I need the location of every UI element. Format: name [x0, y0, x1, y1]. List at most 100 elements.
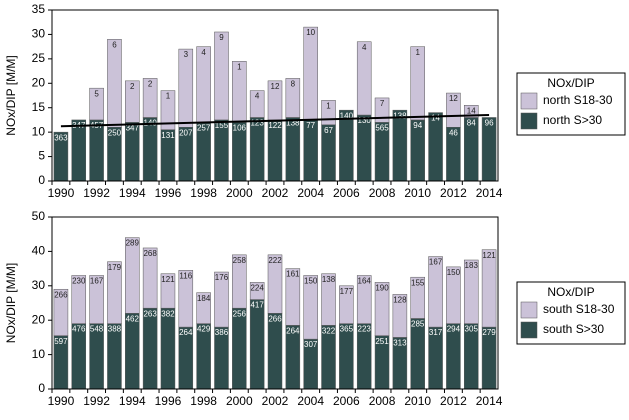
- bar-segment: [142, 78, 158, 118]
- legend-title: NOx/DIP: [547, 285, 594, 299]
- bar-label: 476: [72, 325, 86, 334]
- bar-segment: [232, 254, 247, 309]
- legend-swatch: [520, 112, 538, 130]
- bar-label: 14: [467, 106, 476, 115]
- bar-segment: [249, 282, 265, 300]
- bar-label: 131: [161, 131, 175, 140]
- bar-label: 161: [286, 270, 300, 279]
- bar-label: 121: [482, 251, 496, 260]
- bar-label: 10: [306, 28, 315, 37]
- bar-segment: [89, 87, 104, 121]
- legend-swatch: [520, 301, 538, 319]
- y-tick-label: 0: [38, 173, 45, 187]
- bar-label: 46: [449, 128, 458, 137]
- plot-frame: [51, 9, 499, 182]
- bar-segment: [410, 46, 425, 121]
- bar-label: 263: [143, 309, 157, 318]
- bar-segment: [356, 275, 372, 324]
- bar-label: 365: [340, 325, 354, 334]
- bar-label: 8: [291, 80, 296, 89]
- bar-label: 268: [143, 249, 157, 258]
- bar-segment: [53, 288, 69, 336]
- bar-label: 417: [250, 301, 264, 310]
- bar-segment: [267, 313, 283, 390]
- y-axis-label: NOx/DIP [M/M]: [4, 55, 18, 135]
- bar-segment: [125, 313, 140, 390]
- bar-label: 190: [375, 283, 389, 292]
- bar-label: 179: [108, 263, 122, 272]
- x-tick-label: 2004: [297, 394, 324, 408]
- bar-segment: [428, 256, 443, 328]
- bar-label: 116: [179, 271, 192, 280]
- x-tick-label: 2012: [440, 186, 467, 200]
- bar-segment: [446, 266, 461, 324]
- bar-label: 251: [375, 337, 389, 346]
- bar-label: 9: [219, 33, 224, 42]
- trend-line: [60, 114, 490, 128]
- bar-label: 4: [255, 92, 260, 101]
- legend-swatch: [520, 321, 538, 339]
- bar-label: 207: [179, 128, 193, 137]
- y-tick-label: 10: [32, 124, 46, 138]
- bar-segment: [285, 268, 301, 326]
- y-tick-label: 25: [32, 51, 46, 65]
- bar-label: 313: [393, 339, 407, 348]
- bar-label: 223: [358, 325, 372, 334]
- bar-label: 183: [465, 261, 479, 270]
- y-tick-label: 40: [32, 244, 46, 258]
- bar-segment: [178, 270, 194, 328]
- bar-label: 176: [215, 273, 229, 282]
- bar-label: 382: [161, 309, 175, 318]
- bar-segment: [374, 97, 390, 123]
- y-tick-label: 10: [32, 347, 46, 361]
- bar-segment: [374, 282, 390, 336]
- bar-label: 5: [94, 89, 99, 98]
- plot-frame: [51, 216, 499, 390]
- bar-segment: [428, 112, 443, 182]
- legend-label: south S>30: [543, 322, 604, 336]
- bar-label: 429: [197, 325, 211, 334]
- bar-label: 548: [90, 325, 104, 334]
- x-tick-label: 2006: [333, 186, 360, 200]
- bar-label: 3: [184, 50, 189, 59]
- x-tick-label: 2004: [297, 186, 324, 200]
- x-tick-label: 1990: [48, 186, 75, 200]
- bar-label: 128: [393, 296, 407, 305]
- x-tick-label: 2002: [262, 394, 289, 408]
- bar-segment: [321, 273, 336, 326]
- bar-segment: [339, 285, 354, 324]
- bar-label: 1: [166, 92, 171, 101]
- x-tick-label: 1994: [119, 394, 146, 408]
- bar-label: 150: [304, 277, 318, 286]
- bar-segment: [160, 90, 176, 130]
- bar-segment: [178, 48, 194, 128]
- x-tick-label: 2010: [404, 186, 431, 200]
- bar-label: 96: [485, 119, 494, 128]
- bar-label: 289: [126, 239, 140, 248]
- x-tick-label: 1998: [190, 394, 217, 408]
- bar-label: 264: [286, 326, 300, 335]
- bar-segment: [196, 46, 211, 123]
- bar-segment: [410, 318, 425, 390]
- bar-label: 155: [411, 278, 425, 287]
- bar-label: 1: [237, 62, 242, 71]
- bar-label: 14: [431, 114, 440, 123]
- x-tick-label: 2012: [440, 394, 467, 408]
- bar-label: 138: [322, 275, 336, 284]
- bar-label: 256: [233, 309, 247, 318]
- bar-label: 138: [286, 119, 300, 128]
- legend-title: NOx/DIP: [547, 76, 594, 90]
- bar-label: 565: [375, 123, 389, 132]
- bar-segment: [339, 109, 354, 182]
- bar-segment: [267, 254, 283, 314]
- bar-label: 258: [233, 256, 247, 265]
- bar-label: 264: [179, 328, 193, 337]
- bar-label: 138: [393, 111, 407, 120]
- x-tick-label: 2008: [369, 394, 396, 408]
- y-tick-label: 30: [32, 27, 46, 41]
- y-tick-label: 30: [32, 278, 46, 292]
- x-tick-label: 2006: [333, 394, 360, 408]
- bar-segment: [481, 249, 497, 328]
- bar-label: 7: [380, 99, 385, 108]
